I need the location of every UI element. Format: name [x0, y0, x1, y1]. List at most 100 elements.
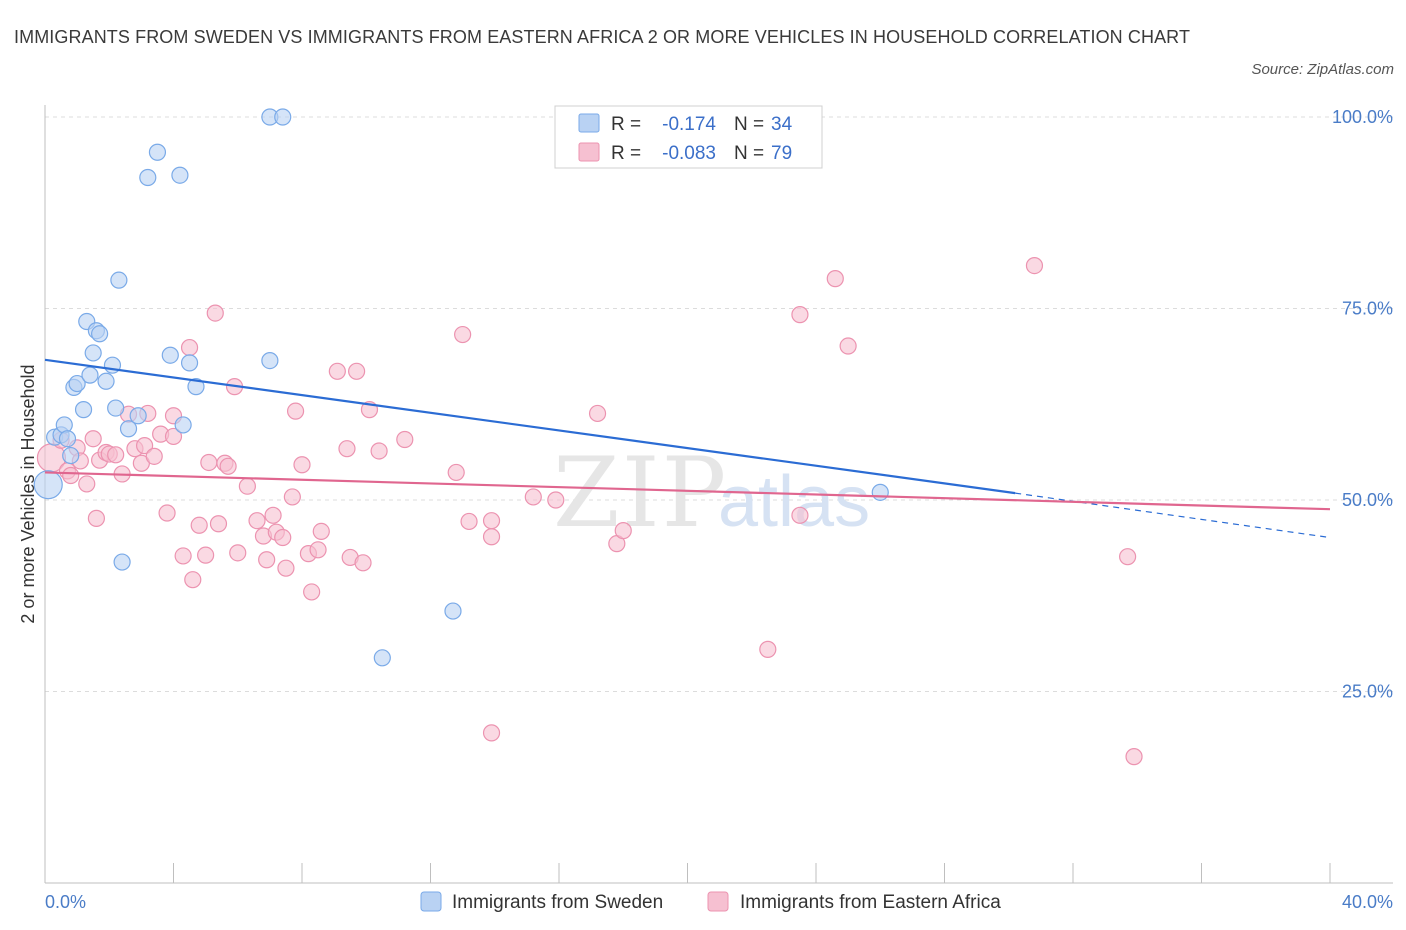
grid-lines [45, 116, 1393, 692]
eastern-africa-point-66 [547, 491, 565, 509]
sweden-point-8 [74, 401, 93, 419]
sweden-point-27 [187, 378, 205, 396]
eastern-africa-point-51 [328, 362, 346, 380]
eastern-africa-point-71 [791, 306, 809, 324]
trend-line-eastern-africa [44, 471, 1331, 511]
sweden-point-16 [107, 399, 125, 417]
stats-legend: R = -0.174 N = 34 R = -0.083 N = 79 [554, 105, 823, 169]
series-legend: Immigrants from Sweden Immigrants from E… [420, 891, 1001, 913]
eastern-africa-point-22 [164, 427, 183, 446]
sweden-point-10 [81, 366, 99, 384]
eastern-africa-point-8 [87, 509, 106, 527]
legend-n-label-sweden: N = [734, 114, 764, 135]
eastern-africa-point-44 [283, 488, 301, 506]
eastern-africa-point-72 [791, 506, 809, 524]
eastern-africa-point-73 [826, 270, 844, 288]
eastern-africa-point-6 [78, 475, 96, 493]
sweden-point-28 [261, 351, 279, 370]
sweden-point-18 [113, 553, 131, 571]
sweden-point-24 [171, 166, 189, 184]
eastern-africa-point-40 [264, 506, 282, 524]
eastern-africa-point-3 [62, 466, 80, 485]
sweden-point-11 [84, 344, 102, 362]
eastern-africa-point-26 [184, 571, 202, 589]
eastern-africa-point-61 [460, 512, 478, 531]
x-axis-max-label: 40.0% [1342, 892, 1393, 912]
sweden-point-0 [33, 470, 63, 500]
watermark: ZIP atlas [553, 437, 870, 549]
eastern-africa-point-58 [396, 430, 414, 449]
eastern-africa-point-33 [219, 457, 237, 475]
sweden-point-23 [161, 346, 179, 364]
series-sweden-points [33, 108, 889, 667]
eastern-africa-point-37 [248, 512, 266, 530]
eastern-africa-point-43 [277, 559, 295, 577]
legend-n-value-eastern-africa: 79 [771, 143, 792, 164]
eastern-africa-point-62 [482, 528, 501, 546]
eastern-africa-point-75 [1025, 257, 1044, 275]
y-tick-label-2: 75.0% [1342, 299, 1393, 319]
eastern-africa-point-69 [614, 522, 632, 540]
sweden-point-4 [58, 430, 77, 448]
legend-r-value-eastern-africa: -0.083 [662, 143, 716, 164]
sweden-point-19 [119, 420, 138, 438]
eastern-africa-point-57 [370, 442, 388, 460]
eastern-africa-point-25 [180, 338, 199, 357]
sweden-point-5 [62, 446, 80, 465]
trend-lines [44, 358, 1331, 539]
eastern-africa-point-55 [354, 554, 372, 572]
eastern-africa-point-45 [286, 402, 305, 420]
sweden-point-13 [91, 325, 109, 343]
bottom-legend-swatch-sweden [420, 891, 442, 912]
eastern-africa-point-17 [135, 437, 154, 455]
eastern-africa-point-54 [348, 362, 366, 380]
eastern-africa-point-64 [482, 724, 501, 742]
eastern-africa-point-49 [309, 541, 327, 559]
eastern-africa-point-76 [1119, 548, 1137, 566]
trend-line-sweden-extension [1015, 492, 1331, 539]
eastern-africa-point-31 [209, 515, 228, 533]
legend-n-label-eastern-africa: N = [734, 143, 764, 164]
trend-line-sweden [44, 358, 1016, 495]
eastern-africa-point-35 [229, 544, 247, 562]
sweden-point-26 [180, 354, 199, 372]
chart-title: IMMIGRANTS FROM SWEDEN VS IMMIGRANTS FRO… [14, 27, 1191, 47]
sweden-point-14 [97, 372, 115, 390]
eastern-africa-point-30 [206, 304, 224, 322]
eastern-africa-point-74 [839, 337, 857, 355]
watermark-atlas: atlas [718, 462, 870, 542]
eastern-africa-point-59 [447, 463, 465, 482]
sweden-point-32 [444, 602, 462, 620]
sweden-point-31 [373, 649, 391, 667]
eastern-africa-point-65 [524, 488, 542, 506]
legend-r-label-sweden: R = [611, 114, 641, 135]
sweden-point-33 [871, 483, 889, 501]
sweden-point-17 [110, 271, 128, 289]
sweden-point-7 [68, 374, 86, 393]
sweden-point-21 [139, 168, 157, 187]
eastern-africa-point-21 [158, 504, 176, 522]
eastern-africa-point-39 [258, 551, 276, 569]
eastern-africa-point-67 [588, 404, 607, 423]
eastern-africa-point-28 [197, 546, 215, 564]
eastern-africa-point-70 [759, 640, 777, 658]
bottom-legend-label-sweden: Immigrants from Sweden [452, 892, 663, 913]
eastern-africa-point-42 [274, 528, 292, 547]
eastern-africa-point-52 [338, 440, 356, 458]
eastern-africa-point-36 [238, 477, 256, 495]
bottom-legend-swatch-eastern-africa [707, 891, 729, 912]
y-tick-labels: 25.0% 50.0% 75.0% 100.0% [1332, 107, 1393, 702]
sweden-point-20 [129, 407, 147, 425]
eastern-africa-point-12 [107, 446, 125, 464]
y-tick-label-3: 100.0% [1332, 107, 1393, 127]
y-tick-label-0: 25.0% [1342, 682, 1393, 702]
x-axis-min-label: 0.0% [45, 892, 86, 912]
legend-swatch-sweden [578, 113, 600, 133]
eastern-africa-point-24 [174, 547, 192, 565]
sweden-point-30 [274, 108, 292, 126]
eastern-africa-point-63 [482, 512, 501, 530]
eastern-africa-point-19 [145, 447, 163, 465]
eastern-africa-point-60 [454, 325, 472, 344]
y-tick-label-1: 50.0% [1342, 490, 1393, 510]
sweden-point-25 [174, 416, 192, 434]
